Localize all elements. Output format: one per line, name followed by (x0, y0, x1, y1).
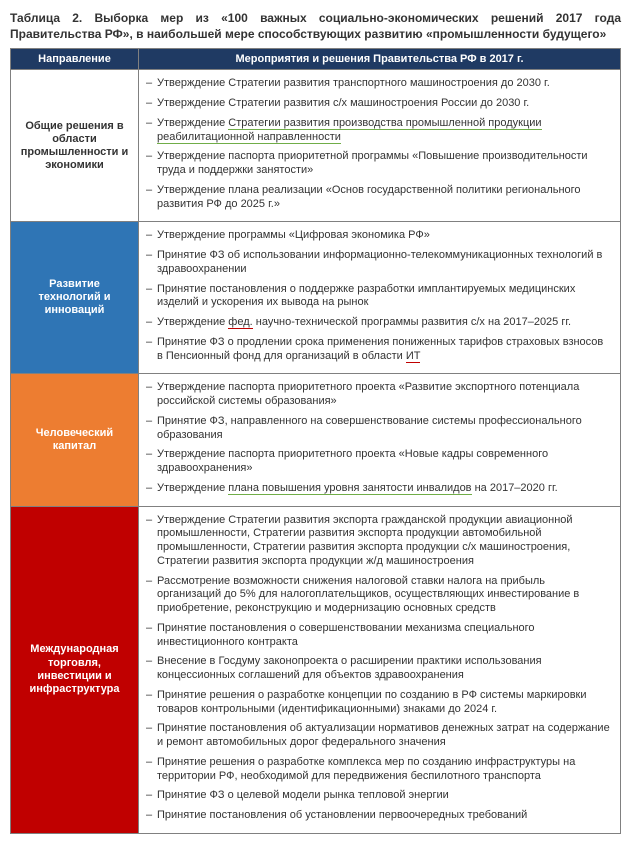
measure-item: Принятие ФЗ о продлении срока применения… (143, 336, 612, 364)
measure-item: Внесение в Госдуму законопроекта о расши… (143, 655, 612, 683)
measure-item: Утверждение Стратегии развития экспорта … (143, 514, 612, 569)
underlined-text: Стратегии развития производства промышле… (157, 117, 542, 144)
measures-table: Направление Мероприятия и решения Правит… (10, 48, 621, 834)
measure-item: Принятие постановления об актуализации н… (143, 722, 612, 750)
underlined-text: ИТ (406, 350, 421, 363)
measure-item: Утверждение плана повышения уровня занят… (143, 482, 612, 496)
direction-cell: Развитие технологий и инноваций (11, 222, 139, 374)
measure-item: Утверждение паспорта приоритетного проек… (143, 448, 612, 476)
measure-item: Принятие постановления о совершенствован… (143, 622, 612, 650)
measure-item: Принятие решения о разработке концепции … (143, 689, 612, 717)
measure-item: Утверждение программы «Цифровая экономик… (143, 229, 612, 243)
measure-item: Принятие ФЗ об использовании информацион… (143, 249, 612, 277)
direction-cell: Международная торговля, инвестиции и инф… (11, 506, 139, 833)
measures-cell: Утверждение программы «Цифровая экономик… (139, 222, 621, 374)
direction-cell: Человеческий капитал (11, 374, 139, 506)
measure-item: Принятие ФЗ, направленного на совершенст… (143, 415, 612, 443)
measures-cell: Утверждение Стратегии развития экспорта … (139, 506, 621, 833)
header-direction: Направление (11, 49, 139, 70)
measures-cell: Утверждение паспорта приоритетного проек… (139, 374, 621, 506)
table-row: Человеческий капиталУтверждение паспорта… (11, 374, 621, 506)
table-caption: Таблица 2. Выборка мер из «100 важных со… (10, 10, 621, 42)
measure-item: Рассмотрение возможности снижения налого… (143, 575, 612, 616)
measure-item: Принятие ФЗ о целевой модели рынка тепло… (143, 789, 612, 803)
measure-item: Утверждение плана реализации «Основ госу… (143, 184, 612, 212)
table-row: Международная торговля, инвестиции и инф… (11, 506, 621, 833)
measures-cell: Утверждение Стратегии развития транспорт… (139, 70, 621, 222)
table-row: Развитие технологий и инноваций Утвержден… (11, 222, 621, 374)
measure-item: Утверждение паспорта приоритетного проек… (143, 381, 612, 409)
measure-item: Принятие решения о разработке комплекса … (143, 756, 612, 784)
header-measures: Мероприятия и решения Правительства РФ в… (139, 49, 621, 70)
measure-item: Утверждение паспорта приоритетной програ… (143, 150, 612, 178)
table-row: Общие решения в области промышленности и… (11, 70, 621, 222)
measure-item: Утверждение фед. научно-технической прог… (143, 316, 612, 330)
direction-cell: Общие решения в области промышленности и… (11, 70, 139, 222)
underlined-text: плана повышения уровня занятости инвалид… (228, 482, 471, 495)
measure-item: Утверждение Стратегии развития производс… (143, 117, 612, 145)
table-header-row: Направление Мероприятия и решения Правит… (11, 49, 621, 70)
measure-item: Принятие постановления об установлении п… (143, 809, 612, 823)
measure-item: Утверждение Стратегии развития с/х машин… (143, 97, 612, 111)
measure-item: Утверждение Стратегии развития транспорт… (143, 77, 612, 91)
underlined-text: фед. (228, 316, 252, 329)
measure-item: Принятие постановления о поддержке разра… (143, 283, 612, 311)
